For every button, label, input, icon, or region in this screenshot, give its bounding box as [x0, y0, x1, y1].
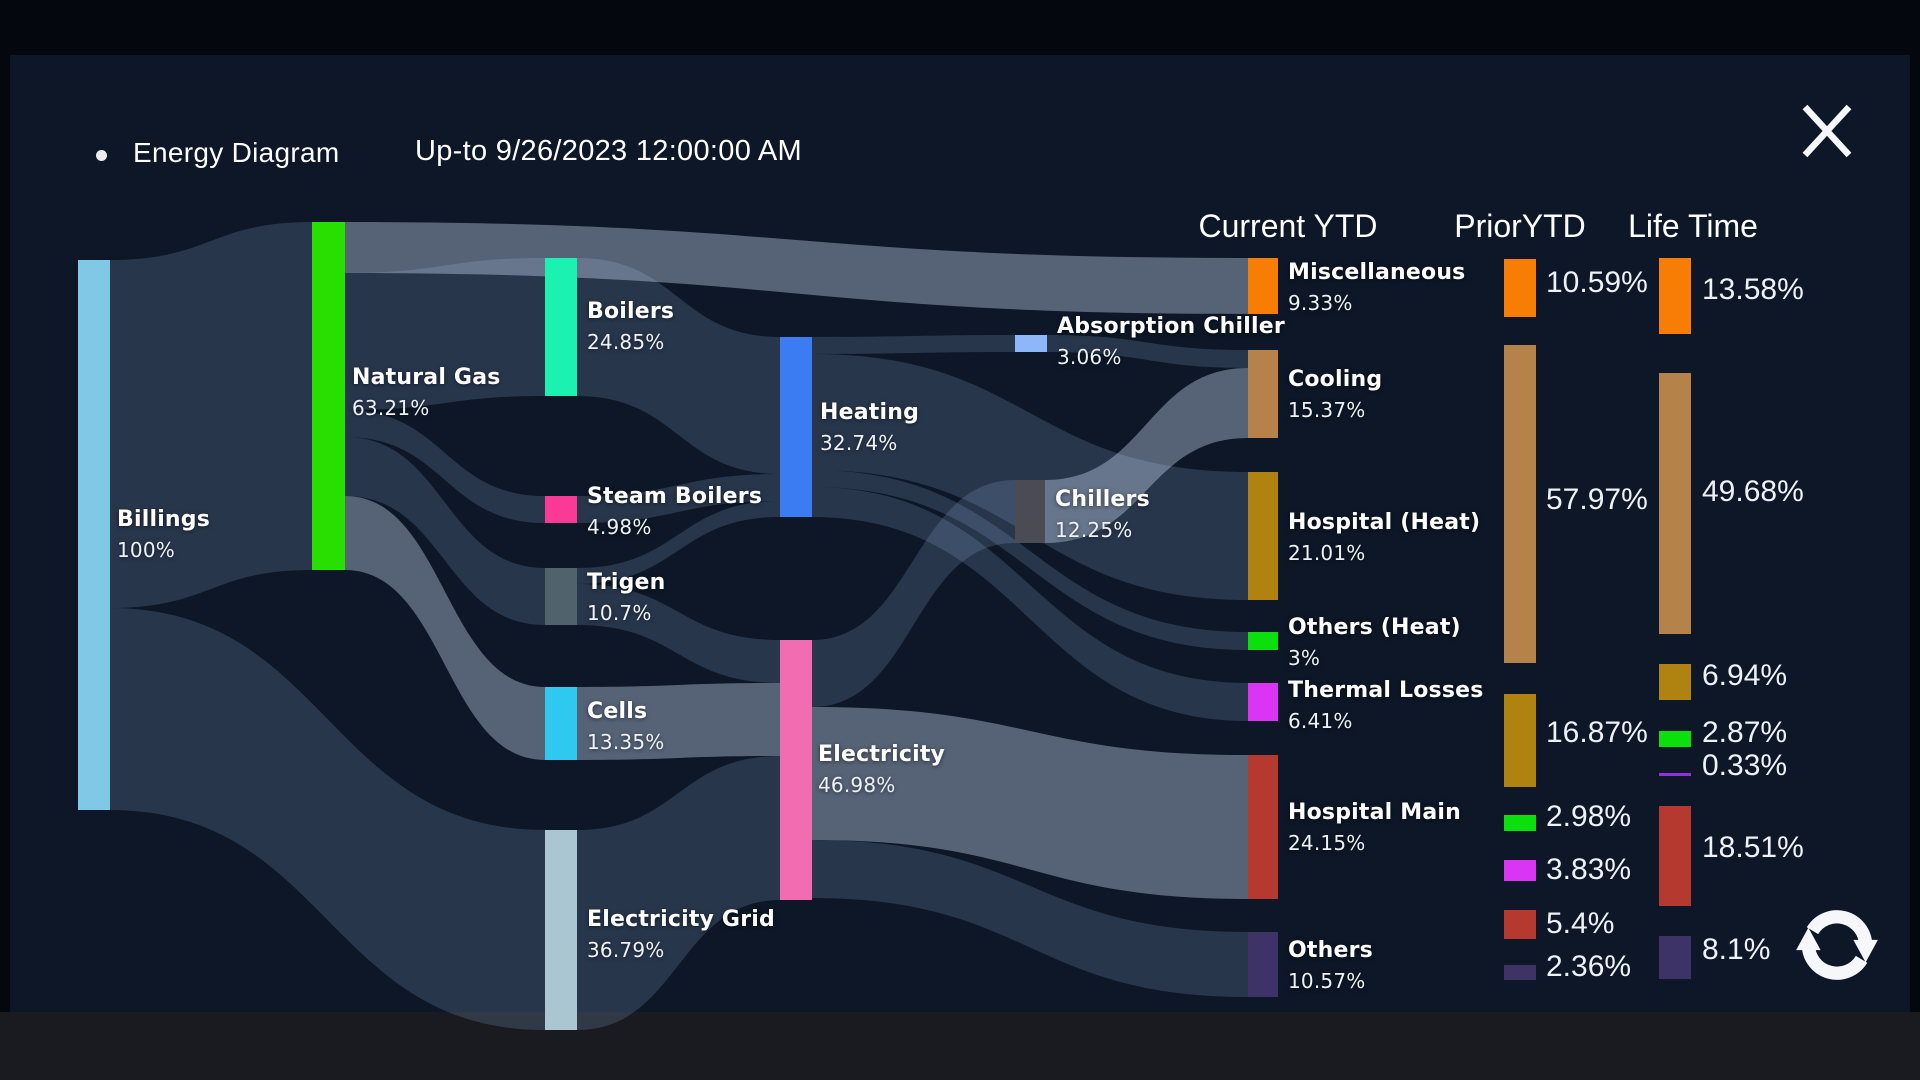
sankey-node-thermal_losses[interactable]: [1248, 683, 1278, 721]
refresh-button[interactable]: [1782, 898, 1892, 994]
column-header-life-time: Life Time: [1628, 208, 1758, 244]
sankey-node-boilers[interactable]: [545, 258, 577, 396]
sankey-node-natural_gas[interactable]: [312, 222, 345, 570]
sankey-node-steam_boilers[interactable]: [545, 496, 577, 523]
close-icon: [1798, 98, 1856, 165]
date-range-label: Up-to 9/26/2023 12:00:00 AM: [415, 135, 802, 167]
sankey-node-hospital_main[interactable]: [1248, 755, 1278, 899]
page-title: Energy Diagram: [133, 137, 340, 168]
close-button[interactable]: [1792, 92, 1862, 170]
sankey-node-cells[interactable]: [545, 687, 577, 760]
sankey-node-chillers[interactable]: [1015, 480, 1045, 543]
sankey-node-absorption_chiller[interactable]: [1015, 335, 1047, 352]
sankey-node-hospital_heat[interactable]: [1248, 472, 1278, 600]
sankey-node-trigen[interactable]: [545, 568, 577, 625]
refresh-icon: [1785, 899, 1889, 994]
sankey-node-electricity_grid[interactable]: [545, 830, 577, 1030]
column-header-current-ytd: Current YTD: [1198, 208, 1378, 244]
sankey-node-electricity[interactable]: [780, 640, 812, 900]
sankey-node-others[interactable]: [1248, 932, 1278, 997]
sankey-node-heating[interactable]: [780, 337, 812, 517]
sankey-node-billings[interactable]: [78, 260, 110, 810]
column-header-prior-ytd: PriorYTD: [1454, 208, 1586, 244]
bottom-strip: [0, 1012, 1920, 1080]
sankey-node-cooling[interactable]: [1248, 350, 1278, 438]
sankey-node-others_heat[interactable]: [1248, 632, 1278, 650]
bullet-icon: [96, 150, 107, 161]
diagram-panel: [10, 55, 1910, 1012]
sankey-node-miscellaneous[interactable]: [1248, 258, 1278, 314]
